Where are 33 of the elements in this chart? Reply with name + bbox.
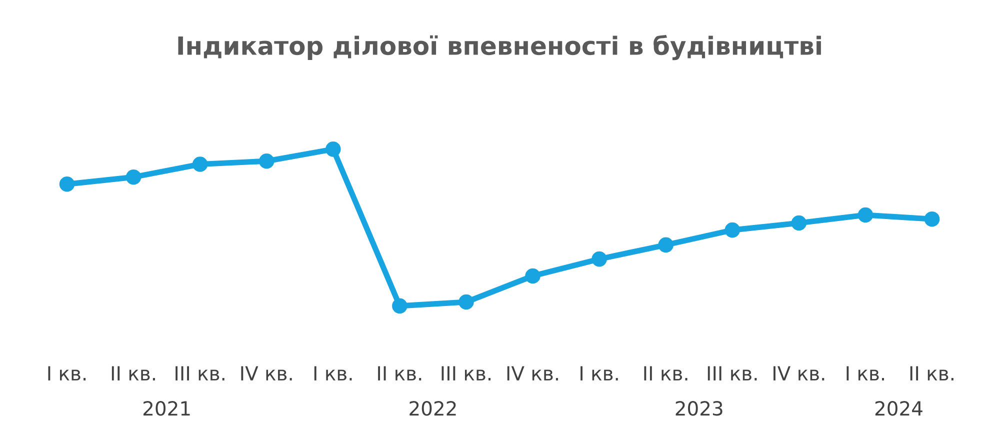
point [458, 294, 474, 310]
point [59, 176, 75, 192]
x-tick-label: II кв. [910, 366, 954, 380]
text: 2023 [676, 401, 722, 416]
point [658, 237, 674, 253]
point [126, 169, 142, 185]
point [724, 222, 740, 238]
text: 2022 [410, 401, 456, 416]
point [392, 298, 408, 314]
chart-title: Індикатор ділової впевненості в будівництві [178, 34, 821, 60]
point [525, 268, 540, 284]
point [192, 156, 208, 172]
point [858, 207, 874, 223]
x-tick-label: II кв. [378, 366, 422, 380]
x-tick-label: II кв. [112, 366, 155, 380]
point [326, 142, 341, 157]
x-tick-label: I кв. [314, 366, 352, 380]
x-tick-label: I кв. [846, 366, 884, 380]
x-tick-label: III кв. [176, 366, 224, 380]
x-tick-label: IV кв. [507, 366, 558, 380]
text: 2021 [143, 401, 190, 416]
x-tick-label: III кв. [442, 366, 491, 380]
x-tick-label: IV кв. [774, 366, 824, 380]
point [592, 251, 607, 267]
text: 2024 [875, 401, 922, 416]
point [258, 153, 274, 169]
x-tick-label: I кв. [580, 366, 618, 380]
x-tick-label: III кв. [708, 366, 757, 380]
x-tick-label: II кв. [644, 366, 688, 380]
point [791, 215, 807, 231]
x-tick-label: I кв. [48, 366, 86, 380]
point [924, 211, 940, 227]
x-tick-label: IV кв. [241, 366, 292, 380]
